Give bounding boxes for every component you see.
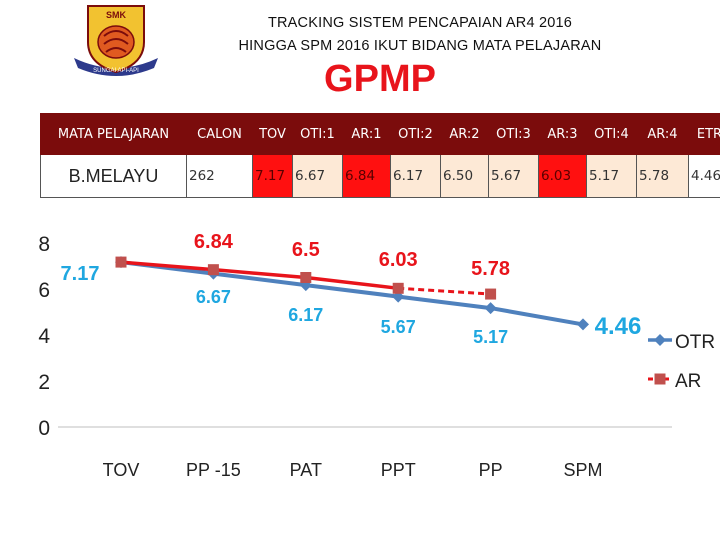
- legend-label-ar: AR: [675, 371, 701, 392]
- cell-subject: B.MELAYU: [40, 154, 187, 198]
- legend-label-otr: OTR: [675, 332, 715, 353]
- logo-text-top: SMK: [106, 10, 127, 20]
- cell-oti-4: 5.17: [586, 154, 637, 198]
- y-tick-label: 8: [38, 233, 50, 256]
- header-etr: ETR: [688, 113, 720, 155]
- cell-oti-3: 5.67: [488, 154, 539, 198]
- legend-marker-otr: [654, 334, 666, 346]
- data-label-otr: 5.17: [473, 327, 508, 347]
- cell-ar-2: 6.50: [440, 154, 489, 198]
- data-label-ar: 5.78: [471, 258, 510, 280]
- subject-group-title: GPMP: [324, 58, 436, 100]
- cell-ar-3: 6.03: [538, 154, 587, 198]
- data-point-otr: [577, 318, 589, 331]
- achievement-table: MATA PELAJARAN CALON TOV OTI:1 AR:1 OTI:…: [40, 113, 720, 198]
- header-oti-1: OTI:1: [292, 113, 343, 155]
- x-tick-label: SPM: [563, 460, 602, 480]
- y-tick-label: 6: [38, 279, 50, 302]
- cell-calon: 262: [186, 154, 253, 198]
- data-point-ar: [300, 272, 312, 283]
- y-tick-label: 4: [38, 325, 50, 348]
- data-label-otr: 6.17: [288, 305, 323, 325]
- header-ar-3: AR:3: [538, 113, 587, 155]
- y-tick-label: 0: [38, 417, 50, 440]
- header-mata-pelajaran: MATA PELAJARAN: [40, 113, 187, 155]
- title-line-1: TRACKING SISTEM PENCAPAIAN AR4 2016: [267, 15, 573, 31]
- header-ar-1: AR:1: [342, 113, 391, 155]
- cell-oti-2: 6.17: [390, 154, 441, 198]
- header-ar-2: AR:2: [440, 113, 489, 155]
- logo-pattern: [103, 30, 129, 53]
- cell-ar-1: 6.84: [342, 154, 391, 198]
- series-line-ar: [120, 260, 399, 291]
- table-row: B.MELAYU 262 7.17 6.67 6.84 6.17 6.50 5.…: [40, 154, 720, 198]
- header-oti-4: OTI:4: [586, 113, 637, 155]
- header-calon: CALON: [186, 113, 253, 155]
- title-line-2: HINGGA SPM 2016 IKUT BIDANG MATA PELAJAR…: [238, 38, 602, 54]
- data-point-ar: [207, 264, 219, 276]
- cell-tov: 7.17: [252, 154, 293, 198]
- data-label-ar: 6.03: [379, 249, 418, 271]
- line-chart: 0 2 4 6 8 TOV PP -15 PAT PPT PP SPM 7.17 6.67 6.17 5.6…: [38, 231, 715, 480]
- legend-marker-ar: [654, 373, 666, 385]
- header-oti-3: OTI:3: [488, 113, 539, 155]
- table-header-row: MATA PELAJARAN CALON TOV OTI:1 AR:1 OTI:…: [40, 113, 720, 155]
- x-tick-label: PPT: [381, 460, 416, 480]
- data-label-otr: 4.46: [595, 313, 642, 340]
- header-tov: TOV: [252, 113, 293, 155]
- data-label-otr: 6.67: [196, 287, 231, 307]
- cell-ar-4: 5.78: [636, 154, 689, 198]
- logo-banner: [74, 58, 158, 76]
- school-logo: SMK SUNGAI API-API: [74, 5, 158, 76]
- x-tick-label: PP -15: [186, 460, 241, 480]
- data-label-otr: 7.17: [61, 263, 100, 285]
- data-point-ar: [392, 282, 404, 294]
- data-label-ar: 6.84: [194, 231, 234, 253]
- logo-text-bottom: SUNGAI API-API: [93, 68, 139, 74]
- cell-etr: 4.46: [688, 154, 720, 198]
- x-tick-label: PP: [479, 460, 503, 480]
- x-tick-label: PAT: [290, 460, 322, 480]
- cell-oti-1: 6.67: [292, 154, 343, 198]
- series-line-otr: [120, 260, 584, 327]
- header-oti-2: OTI:2: [390, 113, 441, 155]
- data-label-ar: 6.5: [292, 239, 320, 261]
- data-point-ar: [485, 288, 497, 300]
- data-label-otr: 5.67: [381, 317, 416, 337]
- header-ar-4: AR:4: [636, 113, 689, 155]
- data-point-otr: [484, 302, 497, 315]
- x-tick-label: TOV: [103, 460, 140, 480]
- series-line-ar-dashed: [398, 286, 491, 296]
- data-point-ar: [115, 256, 127, 268]
- y-tick-label: 2: [38, 371, 50, 394]
